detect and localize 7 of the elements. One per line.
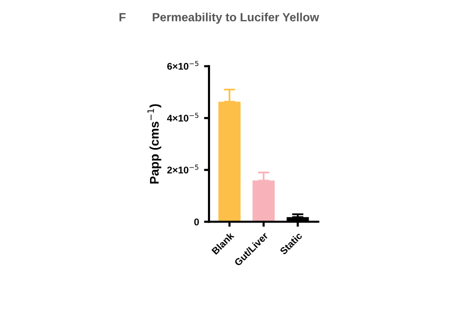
- text: F: [120, 13, 126, 22]
- chart-title: Permeability to Lucifer Yellow: [152, 12, 320, 24]
- y-tick-label: 2×10$^{−5}$: [167, 164, 198, 174]
- y-tick-label: 6×10$^{−5}$: [167, 60, 198, 70]
- y-axis-title: Papp (cms$^{−1}$): [147, 104, 162, 184]
- y-tick-label: 0: [194, 218, 199, 226]
- y-tick-label: 4×10$^{−5}$: [167, 112, 198, 122]
